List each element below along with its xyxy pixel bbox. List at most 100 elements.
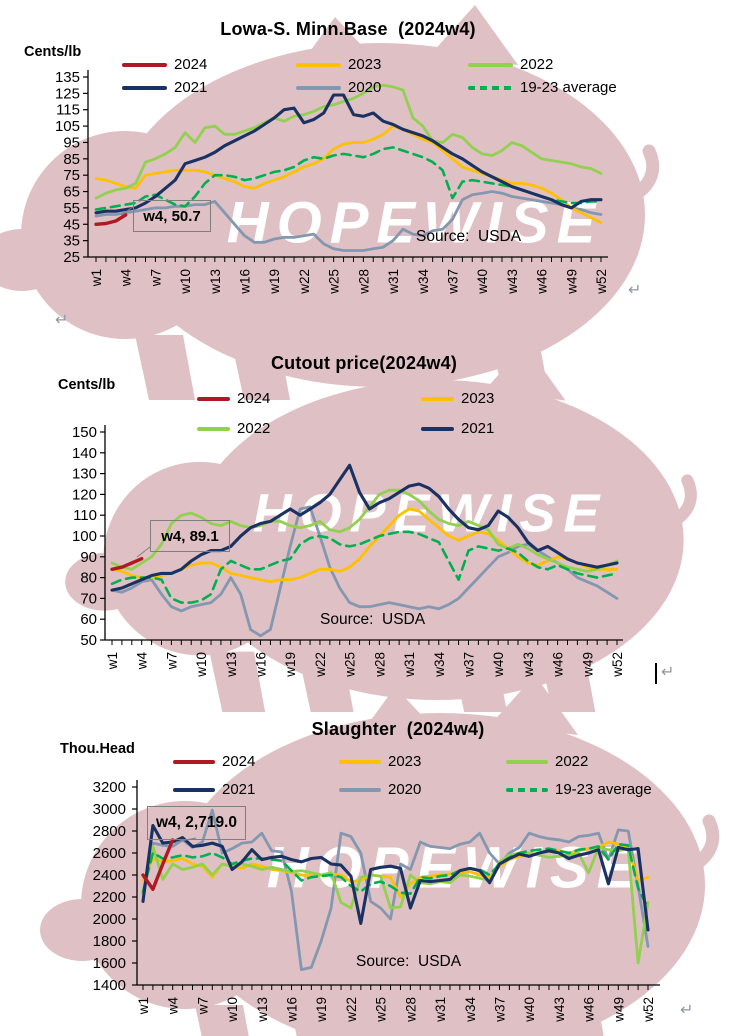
- callout-leader-line: [120, 206, 134, 216]
- x-tick-label: w22: [313, 652, 328, 678]
- x-tick-label: w4: [119, 269, 134, 288]
- legend-item-2020: 2020: [339, 781, 421, 799]
- x-tick-label: w4: [135, 652, 150, 671]
- x-tick-label: w7: [164, 652, 179, 670]
- y-tick-label: 2800: [93, 823, 126, 840]
- watermark-text: HOPEWISE: [253, 483, 608, 543]
- source-note: Source: USDA: [416, 228, 522, 245]
- x-tick-label: w52: [610, 652, 625, 678]
- y-tick-label: 2400: [93, 867, 126, 884]
- y-tick-label: 100: [72, 528, 97, 545]
- series-line-2022: [141, 845, 650, 965]
- y-tick-label: 1600: [93, 955, 126, 972]
- x-tick-label: w16: [285, 997, 300, 1023]
- legend-item-2023: 2023: [339, 753, 421, 771]
- x-tick-label: w7: [148, 269, 163, 287]
- legend-swatch: [506, 788, 548, 792]
- legend-swatch: [506, 760, 548, 764]
- legend-label: 2021: [461, 420, 495, 437]
- y-axis-unit-label: Cents/lb: [58, 377, 116, 393]
- x-tick-label: w49: [611, 997, 626, 1023]
- y-tick-label: 135: [55, 69, 80, 86]
- y-tick-label: 45: [63, 216, 80, 233]
- legend-item-2022: 2022: [197, 420, 270, 438]
- legend-label: 2020: [348, 79, 382, 96]
- series-line-2024: [94, 213, 128, 227]
- paragraph-return-mark: ↵: [661, 664, 675, 681]
- x-tick-label: w31: [386, 269, 401, 295]
- x-tick-label: w13: [255, 997, 270, 1023]
- legend-item-2023: 2023: [296, 56, 381, 74]
- x-tick-label: w43: [505, 269, 520, 295]
- legend-swatch: [339, 760, 381, 764]
- y-tick-label: 1800: [93, 933, 126, 950]
- y-tick-label: 3200: [93, 779, 126, 796]
- y-tick-label: 105: [55, 118, 80, 135]
- legend-label: 2021: [174, 79, 208, 96]
- data-label-callout: w4, 2,719.0: [147, 806, 246, 840]
- legend-item-2024: 2024: [122, 56, 207, 74]
- x-tick-label: w37: [461, 652, 476, 678]
- x-tick-label: w52: [594, 269, 609, 295]
- legend-label: 2021: [222, 781, 256, 798]
- x-tick-label: w43: [521, 652, 536, 678]
- series-line-2021: [110, 463, 619, 592]
- y-tick-label: 115: [56, 102, 80, 119]
- plot-area-chart-1: 150 140 130 120 110 100 90 80 70 60 50 w1 w4 w7 w10 w13…: [72, 424, 625, 678]
- x-tick-label: w52: [641, 997, 656, 1023]
- legend-swatch: [122, 63, 167, 67]
- series-line-2021: [141, 823, 650, 932]
- series-line-19-23-average: [110, 530, 619, 604]
- paragraph-return-mark: ↵: [680, 1002, 694, 1019]
- x-tick-label: w40: [475, 269, 490, 295]
- legend-item-2021: 2021: [122, 79, 207, 97]
- x-tick-label: w49: [580, 652, 595, 678]
- y-tick-label: 90: [80, 549, 97, 566]
- y-tick-label: 80: [80, 570, 97, 587]
- y-tick-label: 60: [80, 611, 97, 628]
- y-tick-label: 3000: [93, 801, 126, 818]
- watermark-text: HOPEWISE: [267, 835, 644, 900]
- legend-item-2024: 2024: [197, 390, 270, 408]
- x-tick-label: w22: [344, 997, 359, 1023]
- series-line-2020: [141, 808, 650, 971]
- plot-area-chart-2: 3200 3000 2800 2600 2400 2200 2000 1800 1600 1400…: [93, 779, 660, 1023]
- legend-swatch: [197, 427, 230, 431]
- y-tick-label: 150: [72, 424, 97, 441]
- legend-item-2022: 2022: [506, 753, 588, 771]
- callout-leader-line: [175, 837, 197, 843]
- x-tick-label: w16: [254, 652, 269, 678]
- legend-label: 2022: [555, 753, 589, 770]
- x-tick-label: w1: [136, 997, 151, 1015]
- legend-swatch: [468, 86, 513, 90]
- y-tick-label: 1400: [93, 977, 126, 994]
- text-cursor: [655, 663, 657, 684]
- series-line-19-23-average: [141, 842, 650, 910]
- x-tick-label: w43: [552, 997, 567, 1023]
- paragraph-return-mark: ↵: [55, 312, 69, 329]
- x-tick-label: w46: [551, 652, 566, 678]
- x-tick-label: w28: [372, 652, 387, 678]
- x-tick-label: w28: [356, 269, 371, 295]
- legend-label: 2024: [237, 390, 271, 407]
- legend-label: 2023: [388, 753, 422, 770]
- y-tick-label: 75: [63, 167, 80, 184]
- x-tick-label: w28: [403, 997, 418, 1023]
- y-tick-label: 110: [73, 507, 97, 524]
- legend-swatch: [421, 427, 454, 431]
- chart-title-cutout-price: Cutout price(2024w4): [270, 353, 458, 373]
- y-tick-label: 25: [63, 249, 80, 266]
- x-tick-label: w1: [89, 269, 104, 287]
- legend-swatch: [122, 86, 167, 90]
- x-tick-label: w16: [238, 269, 253, 295]
- y-tick-label: 120: [72, 486, 97, 503]
- x-tick-label: w19: [283, 652, 298, 678]
- y-tick-label: 85: [63, 151, 80, 168]
- y-axis-unit-label: Thou.Head: [60, 741, 135, 757]
- x-tick-label: w4: [166, 997, 181, 1016]
- legend-swatch: [197, 397, 230, 401]
- source-note: Source: USDA: [320, 611, 426, 628]
- legend-item-2021: 2021: [173, 781, 255, 799]
